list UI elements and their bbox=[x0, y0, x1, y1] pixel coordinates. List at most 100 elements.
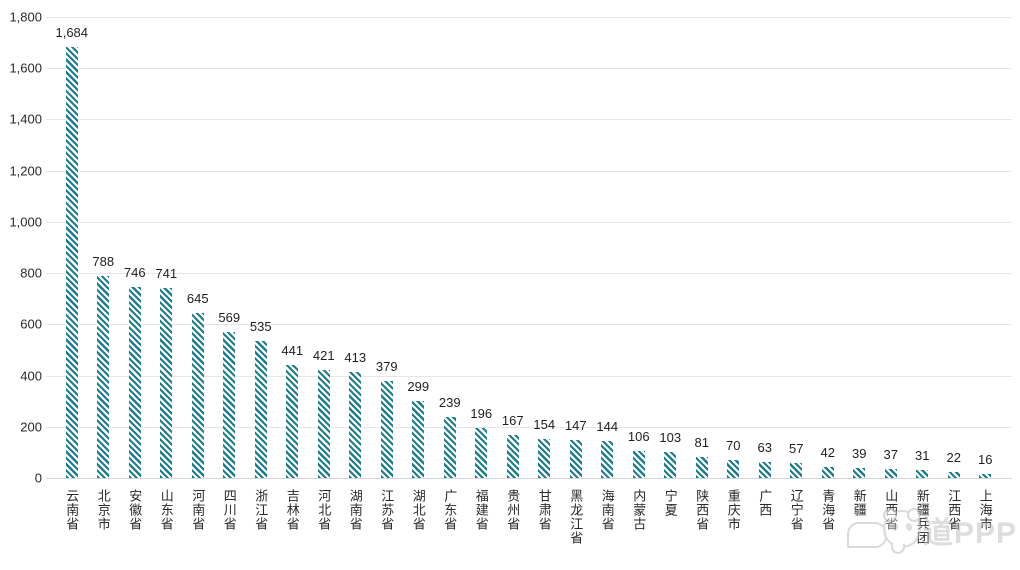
x-axis-tick-label: 山西省 bbox=[883, 489, 899, 531]
x-axis-tick-label: 四川省 bbox=[221, 489, 237, 531]
bar-value-label: 741 bbox=[155, 266, 178, 281]
gridline bbox=[46, 426, 1012, 428]
bar bbox=[758, 462, 771, 478]
bar-value-label: 16 bbox=[978, 452, 993, 467]
gridlines bbox=[46, 17, 1012, 479]
x-axis-tick-label: 湖北省 bbox=[410, 489, 426, 531]
bar-value-label: 379 bbox=[375, 359, 398, 374]
bar-value-label: 299 bbox=[407, 379, 430, 394]
y-axis-tick-label: 1,600 bbox=[9, 60, 42, 76]
bar-value-label: 147 bbox=[564, 418, 587, 433]
bar bbox=[916, 470, 929, 478]
bar-value-label: 569 bbox=[218, 310, 241, 325]
y-axis-tick-label: 1,200 bbox=[9, 163, 42, 179]
bar-value-label: 239 bbox=[438, 395, 461, 410]
gridline bbox=[46, 119, 1012, 121]
x-axis-tick-label: 海南省 bbox=[599, 489, 615, 531]
bar-value-label: 154 bbox=[533, 417, 556, 432]
bar bbox=[349, 372, 362, 478]
x-axis-tick-label: 湖南省 bbox=[347, 489, 363, 531]
x-axis-tick-label: 宁夏 bbox=[662, 489, 678, 517]
x-axis-tick-label: 广东省 bbox=[442, 489, 458, 531]
bar bbox=[223, 332, 236, 478]
gridline bbox=[46, 17, 1012, 18]
x-axis-tick-label: 山东省 bbox=[158, 489, 174, 531]
bar-value-label: 441 bbox=[281, 343, 304, 358]
x-axis-tick-label: 吉林省 bbox=[284, 489, 300, 531]
x-axis-tick-label: 甘肃省 bbox=[536, 489, 552, 531]
bar-value-label: 70 bbox=[726, 438, 741, 453]
y-axis-tick-label: 1,400 bbox=[9, 111, 42, 127]
bar bbox=[160, 288, 173, 478]
bar-value-label: 103 bbox=[659, 430, 682, 445]
bar bbox=[317, 370, 330, 478]
bar-value-label: 746 bbox=[123, 265, 146, 280]
x-axis-tick-label: 陕西省 bbox=[694, 489, 710, 531]
bar bbox=[569, 440, 582, 478]
bar bbox=[191, 313, 204, 478]
bar bbox=[664, 452, 677, 478]
y-axis-tick-label: 0 bbox=[34, 470, 42, 486]
x-axis-tick-label: 上海市 bbox=[977, 489, 993, 531]
x-axis-tick-label: 广西 bbox=[757, 489, 773, 517]
x-axis-tick-label: 安徽省 bbox=[127, 489, 143, 531]
x-axis-tick-label: 新疆 bbox=[851, 489, 867, 517]
bar-value-label: 39 bbox=[852, 446, 867, 461]
bar bbox=[475, 428, 488, 478]
bar bbox=[821, 467, 834, 478]
x-axis-tick-label: 新疆兵团 bbox=[914, 489, 930, 545]
x-axis-tick-label: 河南省 bbox=[190, 489, 206, 531]
bar-value-label: 535 bbox=[249, 319, 272, 334]
bar bbox=[884, 469, 897, 478]
bar-value-label: 31 bbox=[915, 448, 930, 463]
gridline bbox=[46, 221, 1012, 223]
gridline bbox=[46, 273, 1012, 275]
bar bbox=[412, 401, 425, 478]
bar-value-label: 144 bbox=[596, 419, 619, 434]
x-axis-tick-label: 青海省 bbox=[820, 489, 836, 531]
bar bbox=[443, 417, 456, 478]
bar bbox=[538, 439, 551, 478]
bar-value-label: 106 bbox=[627, 429, 650, 444]
bar bbox=[128, 287, 141, 478]
x-axis-tick-label: 河北省 bbox=[316, 489, 332, 531]
bar bbox=[65, 47, 78, 478]
gridline bbox=[46, 478, 1012, 479]
bar bbox=[632, 451, 645, 478]
gridline bbox=[46, 68, 1012, 70]
x-axis-tick-label: 贵州省 bbox=[505, 489, 521, 531]
y-axis-tick-label: 800 bbox=[20, 265, 42, 281]
x-axis-tick-label: 江西省 bbox=[946, 489, 962, 531]
bar-value-label: 22 bbox=[946, 450, 961, 465]
bar-value-label: 645 bbox=[186, 291, 209, 306]
bar-value-label: 63 bbox=[757, 440, 772, 455]
x-axis-tick-label: 浙江省 bbox=[253, 489, 269, 531]
bar-value-label: 413 bbox=[344, 350, 367, 365]
bar-value-label: 167 bbox=[501, 413, 524, 428]
y-axis-labels: 1,800 1,600 1,400 1,200 1,000 800 600 400 200 0 bbox=[2, 10, 42, 486]
y-axis-tick-label: 600 bbox=[20, 316, 42, 332]
bar bbox=[601, 441, 614, 478]
gridline bbox=[46, 375, 1012, 377]
y-axis-tick-label: 1,000 bbox=[9, 214, 42, 230]
y-axis-tick-label: 1,800 bbox=[9, 9, 42, 25]
bar bbox=[790, 463, 803, 478]
x-axis-tick-label: 辽宁省 bbox=[788, 489, 804, 531]
y-axis-tick-label: 400 bbox=[20, 368, 42, 384]
y-axis-tick-label: 200 bbox=[20, 419, 42, 435]
x-axis-tick-label: 黑龙江省 bbox=[568, 489, 584, 545]
bar bbox=[947, 472, 960, 478]
x-axis-tick-label: 江苏省 bbox=[379, 489, 395, 531]
bar bbox=[853, 468, 866, 478]
bar bbox=[286, 365, 299, 478]
x-axis-tick-label: 福建省 bbox=[473, 489, 489, 531]
bar bbox=[727, 460, 740, 478]
bar-value-label: 81 bbox=[694, 435, 709, 450]
bars-container: 1,684 788 746 741 645 569 535 441 421 413 379 299 23… bbox=[55, 17, 1001, 478]
x-axis-labels: 云南省 北京市 安徽省 山东省 河南省 四川省 浙江省 吉林省 河北省 湖南省 江苏省 湖北省 广东省福… bbox=[56, 489, 1001, 569]
bar-value-label: 421 bbox=[312, 348, 335, 363]
bar-value-label: 788 bbox=[92, 254, 115, 269]
bar-value-label: 42 bbox=[820, 445, 835, 460]
bar bbox=[695, 457, 708, 478]
